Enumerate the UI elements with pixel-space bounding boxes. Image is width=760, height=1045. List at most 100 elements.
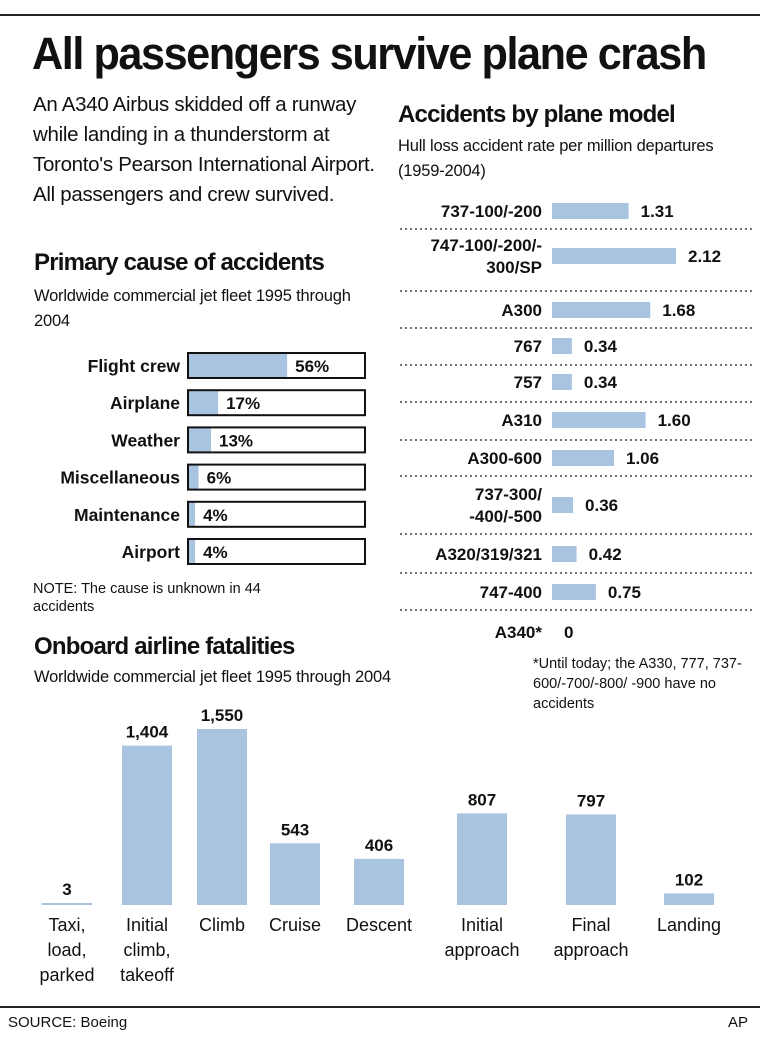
model-bar xyxy=(552,497,574,513)
model-value-label: 0.36 xyxy=(585,496,618,515)
model-category-label: 747-400 xyxy=(480,583,542,602)
fatal-category-label: Landing xyxy=(657,915,721,935)
model-bar xyxy=(552,248,676,264)
cause-chart: Flight crew 56% Airplane 17% Weather 13% Misce… xyxy=(60,352,366,565)
model-value-label: 1.68 xyxy=(662,301,695,320)
fatal-value-label: 543 xyxy=(281,820,309,839)
fatal-bar xyxy=(354,858,404,905)
model-bar xyxy=(552,450,614,466)
fatal-bar xyxy=(42,903,92,905)
model-bar xyxy=(552,584,596,600)
cause-value-label: 17% xyxy=(226,394,260,413)
fatal-value-label: 1,404 xyxy=(126,723,169,742)
model-category-label: A340* xyxy=(495,623,543,642)
model-category-label: A300-600 xyxy=(467,449,542,468)
fatal-value-label: 807 xyxy=(468,790,496,809)
cause-value-label: 56% xyxy=(295,357,329,376)
model-bar xyxy=(552,374,572,390)
cause-bar xyxy=(188,390,219,416)
cause-category-label: Miscellaneous xyxy=(60,468,180,488)
model-footnote: *Until today; the A330, 777, 737-600/-70… xyxy=(533,656,742,712)
fatal-category-label: takeoff xyxy=(120,965,175,985)
fatal-bar xyxy=(122,745,172,905)
cause-bar xyxy=(188,464,199,490)
fatal-category-label: climb, xyxy=(123,940,170,960)
credit-line: AP xyxy=(727,1014,748,1031)
cause-value-label: 13% xyxy=(219,431,253,450)
fatal-category-label: Initial xyxy=(461,915,503,935)
cause-note: NOTE: The cause is unknown in 44 acciden… xyxy=(33,581,261,615)
model-value-label: 2.12 xyxy=(688,247,721,266)
fatal-category-label: load, xyxy=(47,940,86,960)
model-category-label: 737-300/ xyxy=(475,485,542,504)
cause-bar xyxy=(188,353,288,378)
model-bar xyxy=(552,203,629,219)
model-category-label: 737-100/-200 xyxy=(441,202,542,221)
fatal-category-label: approach xyxy=(553,940,628,960)
top-rule xyxy=(0,14,760,16)
cause-value-label: 4% xyxy=(203,543,228,562)
fatal-category-label: Initial xyxy=(126,915,168,935)
model-category-label: 747-100/-200/- xyxy=(430,236,542,255)
model-category-label: 767 xyxy=(514,337,542,356)
cause-bar-frame xyxy=(187,463,366,491)
intro-text: An A340 Airbus skidded off a runway whil… xyxy=(33,93,375,206)
fatal-bar xyxy=(197,729,247,905)
cause-value-label: 6% xyxy=(207,469,232,488)
model-chart: 737-100/-200 1.31 747-100/-200/- 300/SP 2.12… xyxy=(400,202,755,642)
fatal-value-label: 797 xyxy=(577,792,605,811)
cause-category-label: Airport xyxy=(122,542,181,562)
fatal-category-label: Cruise xyxy=(269,915,321,935)
model-value-label: 0.42 xyxy=(589,545,622,564)
model-subtitle: Hull loss accident rate per million depa… xyxy=(398,137,714,180)
fatal-category-label: Descent xyxy=(346,915,412,935)
cause-bar xyxy=(188,427,212,453)
source-line: SOURCE: Boeing xyxy=(8,1014,128,1031)
model-category-label: 300/SP xyxy=(486,258,542,277)
bottom-rule xyxy=(0,1006,760,1008)
fatal-bar xyxy=(664,893,714,905)
cause-category-label: Weather xyxy=(111,430,180,450)
fatal-category-label: Climb xyxy=(199,915,245,935)
cause-category-label: Airplane xyxy=(110,393,180,413)
fatal-value-label: 102 xyxy=(675,870,703,889)
fatal-value-label: 3 xyxy=(62,880,71,899)
model-category-label: A300 xyxy=(501,301,542,320)
fatal-subtitle: Worldwide commercial jet fleet 1995 thro… xyxy=(34,668,391,686)
cause-bar-frame xyxy=(187,538,366,565)
model-category-label: A310 xyxy=(501,411,542,430)
cause-title: Primary cause of accidents xyxy=(34,249,325,276)
cause-category-label: Flight crew xyxy=(88,356,181,376)
fatal-category-label: Taxi, xyxy=(48,915,85,935)
cause-bar xyxy=(188,539,196,564)
fatal-bar xyxy=(566,814,616,905)
model-value-label: 1.31 xyxy=(641,202,674,221)
fatal-category-label: approach xyxy=(444,940,519,960)
fatal-title: Onboard airline fatalities xyxy=(34,633,295,660)
fatal-value-label: 1,550 xyxy=(201,706,244,725)
fatal-category-label: parked xyxy=(39,965,94,985)
model-title: Accidents by plane model xyxy=(398,101,676,128)
model-category-label: 757 xyxy=(514,373,542,392)
model-bar xyxy=(552,302,651,318)
model-value-label: 0 xyxy=(564,623,573,642)
fatal-bar xyxy=(270,843,320,905)
fatal-chart: 3 Taxi, load, parked 1,404 Initial climb, takeo… xyxy=(39,706,721,985)
model-value-label: 1.60 xyxy=(658,411,691,430)
cause-category-label: Maintenance xyxy=(74,505,180,525)
model-value-label: 0.34 xyxy=(584,337,618,356)
model-bar xyxy=(552,338,572,354)
model-value-label: 0.34 xyxy=(584,373,618,392)
cause-value-label: 4% xyxy=(203,506,228,525)
fatal-bar xyxy=(457,813,507,905)
cause-bar-frame xyxy=(187,389,366,417)
cause-bar-frame xyxy=(187,426,366,454)
cause-bar-frame xyxy=(187,500,366,528)
model-bar xyxy=(552,546,577,562)
model-bar xyxy=(552,412,646,428)
headline: All passengers survive plane crash xyxy=(32,28,707,79)
model-value-label: 1.06 xyxy=(626,449,659,468)
cause-subtitle: Worldwide commercial jet fleet 1995 thro… xyxy=(34,287,351,330)
cause-bar-frame xyxy=(187,352,366,379)
model-category-label: -400/-500 xyxy=(469,507,542,526)
